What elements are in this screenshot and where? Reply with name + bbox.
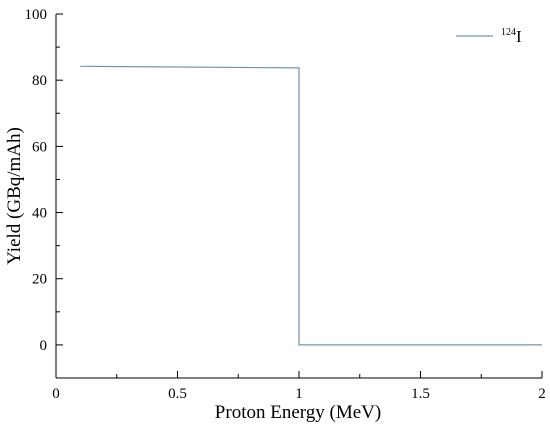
plot-series [80, 65, 542, 346]
x-axis: 0 0.5 1 1.5 2 [52, 371, 546, 402]
y-tick-label: 80 [32, 73, 47, 89]
y-tick-label: 100 [25, 7, 48, 23]
x-tick-label: 0 [52, 386, 60, 402]
y-axis-title: Yield (GBq/mAh) [4, 127, 25, 265]
y-tick-label: 60 [32, 139, 47, 155]
series-line-124I [80, 65, 542, 346]
legend-label-main: I [516, 27, 522, 46]
x-tick-label: 1 [295, 386, 303, 402]
y-tick-label: 20 [32, 272, 47, 288]
legend-label-superscript: 124 [501, 27, 516, 38]
y-tick-label: 0 [40, 338, 48, 354]
x-tick-label: 2 [538, 386, 546, 402]
legend-label: 124I [501, 27, 522, 46]
x-tick-label: 0.5 [168, 386, 187, 402]
x-tick-label: 1.5 [411, 386, 430, 402]
y-axis: 0 20 40 60 80 100 [25, 7, 63, 378]
legend: 124I [456, 27, 522, 46]
y-tick-label: 40 [32, 206, 47, 222]
x-axis-title: Proton Energy (MeV) [215, 402, 381, 423]
